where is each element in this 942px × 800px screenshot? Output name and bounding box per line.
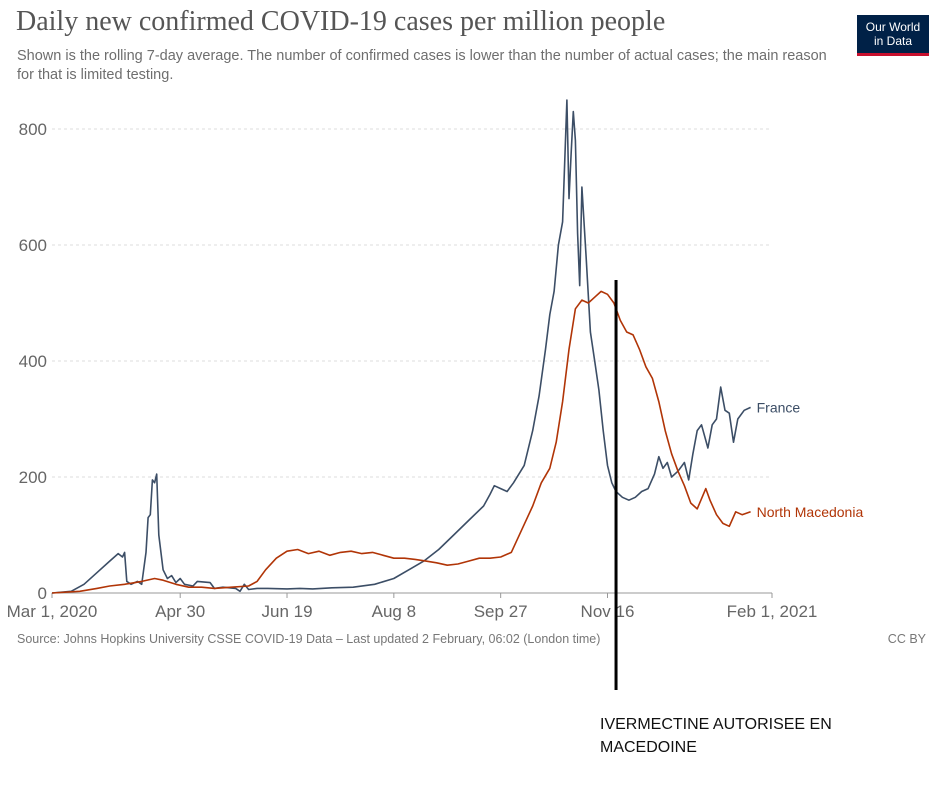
x-tick-label: Apr 30 (155, 602, 205, 621)
x-tick-label: Aug 8 (372, 602, 416, 621)
y-tick-label: 0 (38, 584, 47, 603)
y-tick-label: 200 (19, 468, 47, 487)
x-tick-label: Mar 1, 2020 (7, 602, 98, 621)
series-line-north-macedonia[interactable] (51, 290, 751, 594)
series-line-france[interactable] (51, 99, 751, 594)
series-label-north-macedonia[interactable]: North Macedonia (757, 504, 864, 520)
series-lines (51, 99, 751, 594)
series-labels: France North Macedonia (757, 399, 864, 519)
y-axis-ticks: 0 200 400 600 800 (19, 120, 47, 603)
x-tick-label: Sep 27 (474, 602, 528, 621)
x-tick-label: Nov 16 (581, 602, 635, 621)
annotation-text: IVERMECTINE AUTORISEE EN MACEDOINE (600, 716, 832, 756)
license-link[interactable]: CC BY (887, 632, 926, 646)
y-tick-label: 400 (19, 352, 47, 371)
owid-logo[interactable]: Our World in Data (857, 15, 929, 56)
chart-title: Daily new confirmed COVID-19 cases per m… (16, 6, 666, 37)
y-tick-label: 600 (19, 236, 47, 255)
source-note: Source: Johns Hopkins University CSSE CO… (17, 632, 601, 646)
y-tick-label: 800 (19, 120, 47, 139)
x-tick-label: Jun 19 (261, 602, 312, 621)
gridlines (52, 128, 772, 594)
logo-line-1: Our World (865, 20, 921, 34)
series-label-france[interactable]: France (757, 399, 801, 415)
chart-subtitle: Shown is the rolling 7-day average. The … (17, 48, 827, 83)
x-axis-ticks: Mar 1, 2020 Apr 30 Jun 19 Aug 8 Sep 27 Nov 16… (7, 593, 818, 621)
logo-line-2: in Data (873, 34, 913, 48)
x-tick-label: Feb 1, 2021 (727, 602, 818, 621)
